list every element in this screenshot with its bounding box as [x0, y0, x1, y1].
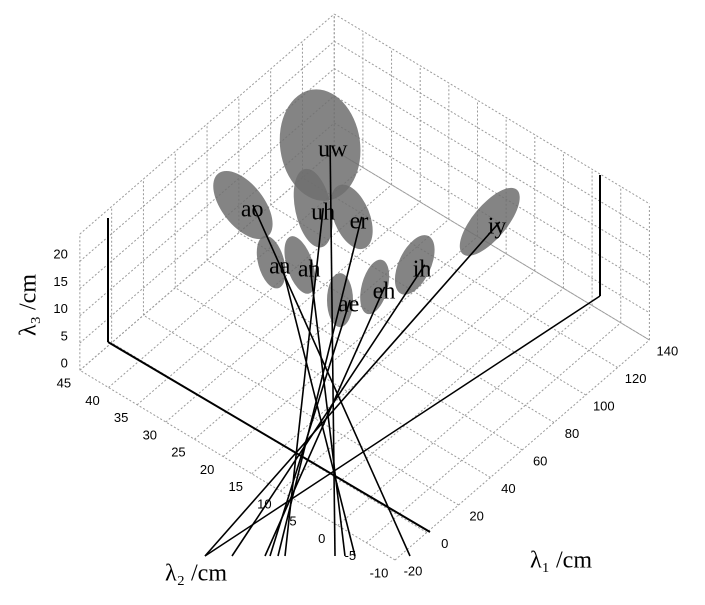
z-tick-label: 20 [53, 247, 67, 262]
grid-line [270, 204, 587, 396]
grid-line [308, 287, 564, 509]
z-tick-label: 5 [61, 328, 68, 343]
x-tick-label: 60 [533, 453, 547, 468]
x-tick-label: 80 [565, 426, 579, 441]
y-tick-label: 30 [143, 427, 157, 442]
grid-line [206, 259, 523, 451]
point-label: aa [269, 254, 291, 280]
drop-line [252, 204, 411, 557]
z-tick-label: 0 [61, 356, 68, 371]
grid-line [222, 236, 478, 457]
ellipsoid [394, 235, 435, 295]
grid-line [302, 177, 618, 368]
y-tick-label: -10 [370, 565, 389, 580]
ellipsoid [293, 168, 333, 248]
y-tick-label: 15 [229, 479, 243, 494]
grid-edge [79, 13, 335, 235]
x-tick-label: 120 [625, 371, 647, 386]
grid-line [333, 40, 650, 232]
y-tick-label: 20 [200, 462, 214, 477]
grid-line [238, 232, 555, 423]
y-tick-label: 45 [57, 376, 71, 391]
point-label: ih [413, 256, 432, 282]
grid-line [79, 149, 335, 371]
y-tick-label: 40 [85, 393, 99, 408]
x-tick-label: 140 [657, 343, 679, 358]
x-tick-label: 40 [501, 481, 515, 496]
drop-line [264, 286, 386, 557]
point-label: er [350, 208, 369, 234]
grid-line [280, 270, 536, 492]
point-label: ao [241, 197, 264, 223]
grid-line [111, 342, 428, 533]
x-axis-label: λ₁ /cm [530, 548, 592, 574]
ellipsoid [360, 259, 390, 315]
y-tick-label: 25 [171, 445, 185, 460]
drop-line [277, 216, 363, 557]
x-tick-label: 20 [469, 508, 483, 523]
grid-line [333, 149, 650, 341]
y-tick-label: 5 [289, 514, 296, 529]
y-tick-label: 0 [318, 531, 325, 546]
grid-line [251, 253, 507, 475]
frame-line [107, 341, 431, 533]
point-label: uw [318, 137, 348, 163]
ellipsoid [459, 187, 520, 256]
point-label: uh [311, 200, 335, 226]
grid-line [79, 369, 396, 561]
grid-line [174, 287, 491, 478]
y-axis-label: λ₂ /cm [165, 561, 227, 587]
drop-line [204, 221, 501, 557]
point-label: iy [488, 213, 507, 239]
y-tick-label: 10 [257, 496, 271, 511]
point-label: ae [338, 292, 359, 318]
x-tick-label: 100 [593, 398, 615, 413]
grid-line [333, 68, 650, 259]
frame-line [204, 295, 601, 557]
point-label: ah [298, 256, 321, 282]
y-tick-label: 35 [114, 410, 128, 425]
x-tick-label: -20 [404, 563, 423, 578]
ellipsoid [213, 170, 273, 240]
grid-line [79, 40, 335, 262]
z-tick-label: 10 [53, 301, 67, 316]
x-tick-label: 0 [441, 536, 448, 551]
drop-line [329, 145, 336, 557]
z-axis-label: λ₃ /cm [16, 274, 42, 336]
drop-line [231, 264, 426, 557]
ellipsoid [284, 236, 316, 294]
grid-edge [333, 13, 650, 205]
grid-line [143, 314, 459, 506]
z-tick-label: 15 [53, 274, 67, 289]
ellipsoid [330, 184, 373, 250]
y-tick-label: -5 [345, 548, 357, 563]
ellipsoid [256, 235, 286, 289]
grid-line [333, 122, 650, 314]
grid-line [366, 322, 622, 544]
point-label: eh [373, 278, 396, 304]
grid-line [333, 95, 650, 286]
grid-line [333, 149, 650, 341]
drop-line [280, 261, 356, 557]
grid-line [394, 339, 650, 561]
